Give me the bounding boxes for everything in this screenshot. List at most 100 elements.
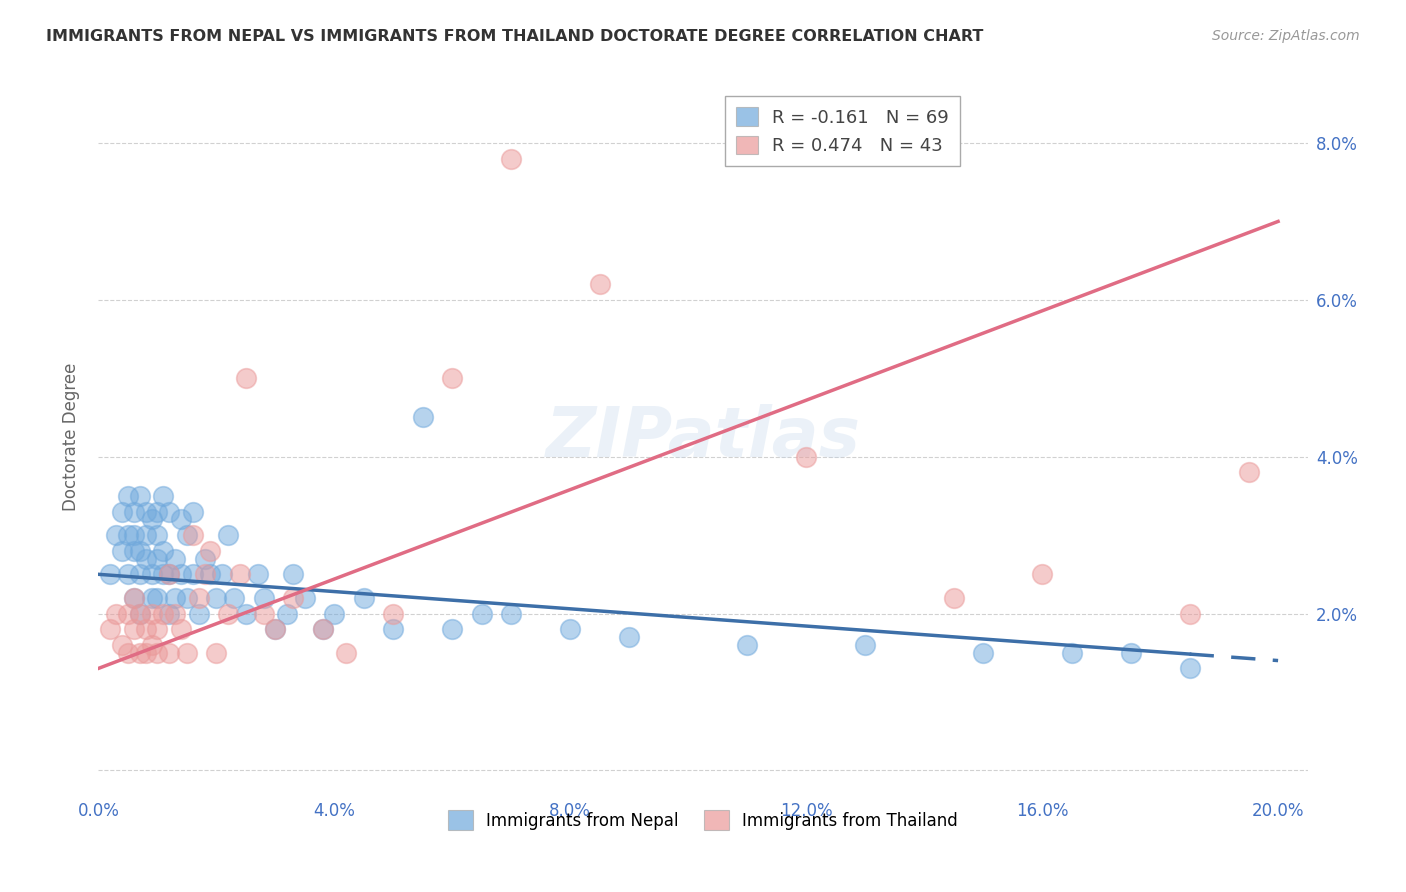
Point [205, 591, 228, 605]
Point [152, 567, 174, 582]
Point [1178, 661, 1201, 675]
Point [235, 607, 257, 621]
Point [122, 622, 145, 636]
Point [187, 607, 209, 621]
Point [187, 591, 209, 605]
Point [146, 528, 169, 542]
Point [1060, 646, 1083, 660]
Point [157, 607, 180, 621]
Point [335, 646, 357, 660]
Point [146, 622, 169, 636]
Point [181, 505, 204, 519]
Point [141, 591, 163, 605]
Point [560, 622, 582, 636]
Point [501, 152, 523, 166]
Point [117, 646, 139, 660]
Point [294, 591, 316, 605]
Point [1237, 466, 1260, 480]
Point [264, 622, 287, 636]
Point [157, 567, 180, 582]
Point [246, 567, 269, 582]
Point [128, 489, 150, 503]
Point [141, 567, 163, 582]
Point [1178, 607, 1201, 621]
Point [157, 646, 180, 660]
Point [200, 567, 222, 582]
Point [157, 505, 180, 519]
Point [146, 551, 169, 566]
Text: IMMIGRANTS FROM NEPAL VS IMMIGRANTS FROM THAILAND DOCTORATE DEGREE CORRELATION C: IMMIGRANTS FROM NEPAL VS IMMIGRANTS FROM… [46, 29, 984, 44]
Point [135, 646, 157, 660]
Point [794, 450, 817, 464]
Point [942, 591, 965, 605]
Point [128, 543, 150, 558]
Point [501, 607, 523, 621]
Y-axis label: Doctorate Degree: Doctorate Degree [62, 363, 80, 511]
Point [111, 638, 134, 652]
Point [412, 410, 434, 425]
Point [141, 638, 163, 652]
Point [194, 551, 217, 566]
Point [152, 489, 174, 503]
Point [217, 607, 239, 621]
Point [170, 512, 193, 526]
Point [146, 646, 169, 660]
Point [205, 646, 228, 660]
Text: ZIPatlas: ZIPatlas [546, 403, 860, 471]
Point [135, 528, 157, 542]
Point [441, 371, 464, 385]
Point [194, 567, 217, 582]
Point [111, 505, 134, 519]
Point [146, 505, 169, 519]
Point [235, 371, 257, 385]
Point [128, 607, 150, 621]
Point [105, 607, 128, 621]
Point [141, 607, 163, 621]
Point [281, 591, 304, 605]
Point [252, 591, 274, 605]
Point [135, 622, 157, 636]
Point [972, 646, 994, 660]
Point [170, 622, 193, 636]
Point [122, 591, 145, 605]
Point [141, 512, 163, 526]
Point [122, 528, 145, 542]
Point [217, 528, 239, 542]
Point [117, 567, 139, 582]
Point [128, 607, 150, 621]
Point [165, 591, 187, 605]
Point [382, 607, 405, 621]
Point [176, 528, 198, 542]
Point [111, 543, 134, 558]
Point [152, 543, 174, 558]
Point [98, 622, 121, 636]
Point [264, 622, 287, 636]
Point [135, 551, 157, 566]
Point [200, 543, 222, 558]
Point [170, 567, 193, 582]
Point [252, 607, 274, 621]
Point [211, 567, 233, 582]
Point [619, 630, 641, 644]
Point [281, 567, 304, 582]
Point [176, 646, 198, 660]
Point [165, 607, 187, 621]
Text: Source: ZipAtlas.com: Source: ZipAtlas.com [1212, 29, 1360, 43]
Point [117, 607, 139, 621]
Point [157, 567, 180, 582]
Point [323, 607, 346, 621]
Point [229, 567, 252, 582]
Point [735, 638, 758, 652]
Point [105, 528, 128, 542]
Point [128, 567, 150, 582]
Point [128, 646, 150, 660]
Point [176, 591, 198, 605]
Legend: Immigrants from Nepal, Immigrants from Thailand: Immigrants from Nepal, Immigrants from T… [441, 804, 965, 837]
Point [382, 622, 405, 636]
Point [441, 622, 464, 636]
Point [122, 543, 145, 558]
Point [1119, 646, 1142, 660]
Point [471, 607, 494, 621]
Point [181, 567, 204, 582]
Point [122, 591, 145, 605]
